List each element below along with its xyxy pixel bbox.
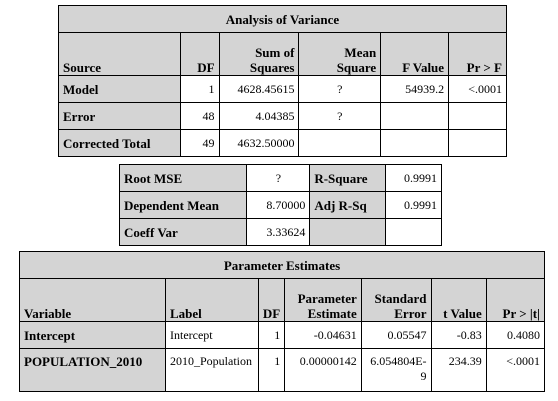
cell-p: 0.4080 bbox=[485, 321, 546, 349]
header-ss-line2: Squares bbox=[249, 60, 295, 75]
parameter-estimates-table: Parameter Estimates Variable Label DF Pa… bbox=[19, 251, 546, 392]
fit-value: 8.70000 bbox=[246, 191, 311, 219]
header-sum-of-squares: Sum of Squares bbox=[218, 32, 300, 76]
cell-df: 49 bbox=[179, 129, 220, 157]
header-pr-t: Pr > |t| bbox=[485, 278, 546, 322]
fit-value: 0.9991 bbox=[385, 164, 442, 192]
header-est-line2: Estimate bbox=[307, 306, 357, 321]
fit-label: Coeff Var bbox=[118, 218, 248, 246]
fit-row-root-mse: Root MSE ? R-Square 0.9991 bbox=[118, 164, 442, 192]
fit-label: R-Square bbox=[309, 164, 387, 192]
cell-standard-error: 0.05547 bbox=[360, 321, 432, 349]
fit-value: 0.9991 bbox=[385, 191, 442, 219]
header-ss-line1: Sum of bbox=[255, 45, 295, 60]
anova-row-model: Model 1 4628.45615 ? 54939.2 <.0001 bbox=[58, 75, 507, 103]
cell-df: 1 bbox=[179, 75, 220, 103]
cell-estimate: 0.00000142 bbox=[284, 348, 362, 392]
header-mean-square: Mean Square bbox=[298, 32, 382, 76]
fit-label: Adj R-Sq bbox=[309, 191, 387, 219]
fit-value: 3.33624 bbox=[246, 218, 311, 246]
cell-ms: ? bbox=[298, 75, 382, 103]
fit-value bbox=[385, 218, 442, 246]
anova-row-corrected-total: Corrected Total 49 4632.50000 bbox=[58, 129, 507, 157]
header-source: Source bbox=[58, 32, 181, 76]
header-f-value: F Value bbox=[380, 32, 450, 76]
cell-p: <.0001 bbox=[485, 348, 546, 392]
fit-label bbox=[309, 218, 387, 246]
cell-f bbox=[380, 102, 450, 130]
cell-ss: 4632.50000 bbox=[218, 129, 300, 157]
cell-df: 1 bbox=[257, 321, 286, 349]
cell-f: 54939.2 bbox=[380, 75, 450, 103]
se-line1: 6.054804E- bbox=[370, 354, 427, 368]
cell-label: Intercept bbox=[164, 321, 259, 349]
cell-estimate: -0.04631 bbox=[284, 321, 362, 349]
fit-label: Dependent Mean bbox=[118, 191, 248, 219]
header-df: DF bbox=[179, 32, 220, 76]
row-label: Error bbox=[58, 102, 181, 130]
header-est-line1: Parameter bbox=[297, 291, 357, 306]
cell-p bbox=[448, 129, 507, 157]
row-variable: Intercept bbox=[19, 321, 166, 349]
header-parameter-estimate: Parameter Estimate bbox=[284, 278, 362, 322]
cell-ss: 4628.45615 bbox=[218, 75, 300, 103]
cell-ms: ? bbox=[298, 102, 382, 130]
row-label: Model bbox=[58, 75, 181, 103]
cell-df: 1 bbox=[257, 348, 286, 392]
header-ms-line1: Mean bbox=[344, 45, 377, 60]
fit-row-dependent-mean: Dependent Mean 8.70000 Adj R-Sq 0.9991 bbox=[118, 191, 442, 219]
header-se-line1: Standard bbox=[374, 291, 427, 306]
anova-row-error: Error 48 4.04385 ? bbox=[58, 102, 507, 130]
fit-statistics-table: Root MSE ? R-Square 0.9991 Dependent Mea… bbox=[118, 164, 442, 246]
header-se-line2: Error bbox=[394, 306, 427, 321]
cell-ms bbox=[298, 129, 382, 157]
se-line1: 0.05547 bbox=[387, 327, 427, 342]
cell-f bbox=[380, 129, 450, 157]
header-label: Label bbox=[164, 278, 259, 322]
header-df: DF bbox=[257, 278, 286, 322]
fit-value: ? bbox=[246, 164, 311, 192]
header-t-value: t Value bbox=[430, 278, 487, 322]
param-row-intercept: Intercept Intercept 1 -0.04631 0.05547 -… bbox=[19, 321, 546, 349]
cell-t: -0.83 bbox=[430, 321, 487, 349]
header-standard-error: Standard Error bbox=[360, 278, 432, 322]
cell-label: 2010_Population bbox=[164, 348, 259, 392]
cell-ss: 4.04385 bbox=[218, 102, 300, 130]
parameter-estimates-title: Parameter Estimates bbox=[19, 251, 545, 279]
cell-t: 234.39 bbox=[430, 348, 487, 392]
fit-label: Root MSE bbox=[118, 164, 248, 192]
param-row-population: POPULATION_2010 2010_Population 1 0.0000… bbox=[19, 348, 546, 392]
fit-row-coeff-var: Coeff Var 3.33624 bbox=[118, 218, 442, 246]
header-variable: Variable bbox=[19, 278, 166, 322]
anova-title: Analysis of Variance bbox=[58, 5, 507, 33]
row-label: Corrected Total bbox=[58, 129, 181, 157]
cell-df: 48 bbox=[179, 102, 220, 130]
cell-p bbox=[448, 102, 507, 130]
cell-standard-error: 6.054804E- 9 bbox=[360, 348, 432, 392]
header-pr-f: Pr > F bbox=[448, 32, 507, 76]
se-line2: 9 bbox=[420, 369, 427, 383]
cell-p: <.0001 bbox=[448, 75, 507, 103]
row-variable: POPULATION_2010 bbox=[19, 348, 166, 392]
anova-table: Analysis of Variance Source DF Sum of Sq… bbox=[58, 5, 507, 157]
header-ms-line2: Square bbox=[336, 60, 377, 75]
